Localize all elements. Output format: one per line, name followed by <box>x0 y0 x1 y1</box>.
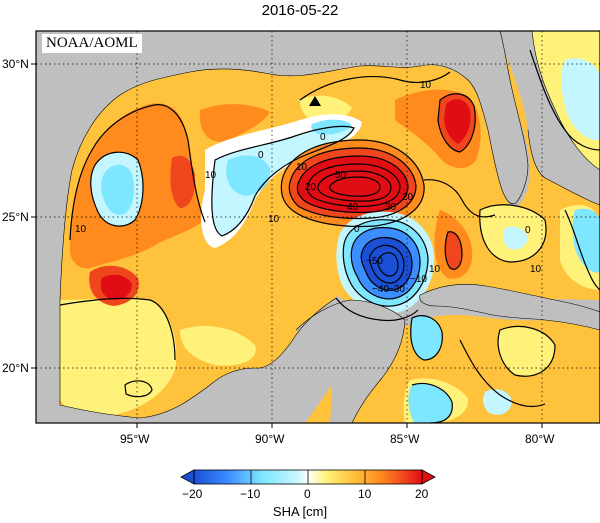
contour-line <box>124 380 153 398</box>
contour-label: 10 <box>429 264 441 275</box>
contour-label: 0 <box>354 224 360 235</box>
contour-label: −50 <box>366 256 383 267</box>
contour-line <box>411 382 453 423</box>
contour-line <box>360 236 413 291</box>
contour-label: 10 <box>420 80 432 91</box>
contour-label-group: 0 0 0 0 10 10 10 10 10 10 20 20 30 40 50… <box>75 80 542 295</box>
orange-region <box>199 104 270 142</box>
contour-line <box>69 105 151 241</box>
contour-line <box>350 227 421 300</box>
lat-label: 20°N <box>2 361 29 375</box>
colorbar-tick-label: 20 <box>415 487 429 501</box>
contour-label: 50 <box>335 170 347 181</box>
contour-line <box>369 244 405 284</box>
lat-label: 30°N <box>2 57 29 71</box>
colorbar <box>180 469 436 485</box>
cold-patch <box>408 383 453 423</box>
lon-label: 85°W <box>390 432 420 446</box>
cyan-region <box>572 208 600 273</box>
contour-line <box>410 315 443 361</box>
contour-line <box>299 71 451 101</box>
source-label: NOAA/AOML <box>42 34 142 53</box>
lon-label: 95°W <box>120 432 150 446</box>
colorbar-min-arrow <box>180 469 195 485</box>
lat-label: 25°N <box>2 210 29 224</box>
contour-label: 10 <box>296 162 308 173</box>
contour-line <box>444 231 463 270</box>
contour-label: 0 <box>525 225 531 236</box>
warm-patch-core <box>444 99 471 144</box>
lon-label: 90°W <box>255 432 285 446</box>
map-title: 2016-05-22 <box>261 2 339 19</box>
contour-label: 40 <box>347 202 359 213</box>
cyan-region <box>226 155 271 196</box>
us-coastline <box>59 31 529 419</box>
cuba-land <box>419 284 600 330</box>
light-cyan-region <box>211 126 354 236</box>
light-cyan-region <box>503 226 528 250</box>
contour-line <box>149 104 206 223</box>
contour-label: −30 <box>388 284 405 295</box>
coastlines <box>59 31 600 423</box>
contour-label: 0 <box>258 150 264 161</box>
warm-patch <box>445 231 462 270</box>
yucatan-coastline <box>295 299 406 423</box>
yellow-region <box>60 298 177 418</box>
contour-line <box>437 93 476 153</box>
cold-patch <box>483 389 512 415</box>
axis-ticks <box>31 63 543 428</box>
yellow-region <box>498 326 555 377</box>
contour-label: −10 <box>410 274 427 285</box>
florida-coastline <box>527 31 600 206</box>
warm-patch <box>170 155 196 208</box>
contour-line <box>59 297 176 361</box>
colorbar-title: SHA [cm] <box>272 504 328 519</box>
contour-line <box>335 297 419 322</box>
colorbar-tick-label: −20 <box>182 487 203 501</box>
us-coast-land <box>36 31 528 423</box>
warm-patch-core <box>100 274 132 300</box>
contour-label: 20 <box>305 182 317 193</box>
yucatan-peninsula-land <box>296 300 405 423</box>
contour-label: 10 <box>75 224 87 235</box>
map-frame <box>35 30 600 424</box>
florida-land <box>496 31 600 205</box>
contour-line <box>423 179 496 218</box>
contour-label: 10 <box>205 170 217 181</box>
contour-line <box>211 125 355 237</box>
contour-line <box>342 219 429 307</box>
colorbar-tick-label: −10 <box>240 487 261 501</box>
contour-label: 30 <box>385 202 397 213</box>
colorbar-max-arrow <box>421 469 436 485</box>
contour-line <box>306 163 401 208</box>
contour-label: 0 <box>320 132 326 143</box>
yucatan-land <box>60 298 342 423</box>
contour-line <box>296 155 409 214</box>
contour-lines <box>59 49 600 423</box>
light-cyan-region <box>561 58 600 141</box>
cold-patch <box>410 315 443 360</box>
contour-line <box>564 209 600 291</box>
cuba-coastline <box>419 284 600 331</box>
lon-label: 80°W <box>525 432 555 446</box>
contour-label: 10 <box>268 214 280 225</box>
colorbar-tick-label: 0 <box>304 487 311 501</box>
yellow-region <box>180 325 256 366</box>
contour-line <box>459 339 546 408</box>
contour-line <box>479 204 547 263</box>
contour-line <box>329 176 381 197</box>
contour-label: 20 <box>402 192 414 203</box>
contour-line <box>90 151 144 227</box>
contour-label: 10 <box>530 264 542 275</box>
cyan-region <box>101 164 134 215</box>
map-field <box>36 31 600 423</box>
contour-line <box>317 170 392 202</box>
colorbar-tick-label: 10 <box>358 487 372 501</box>
contour-line <box>376 252 399 277</box>
contour-line <box>288 147 417 220</box>
contour-label: −40 <box>372 284 389 295</box>
triangle-marker-icon <box>309 96 321 106</box>
contour-line <box>497 325 556 377</box>
